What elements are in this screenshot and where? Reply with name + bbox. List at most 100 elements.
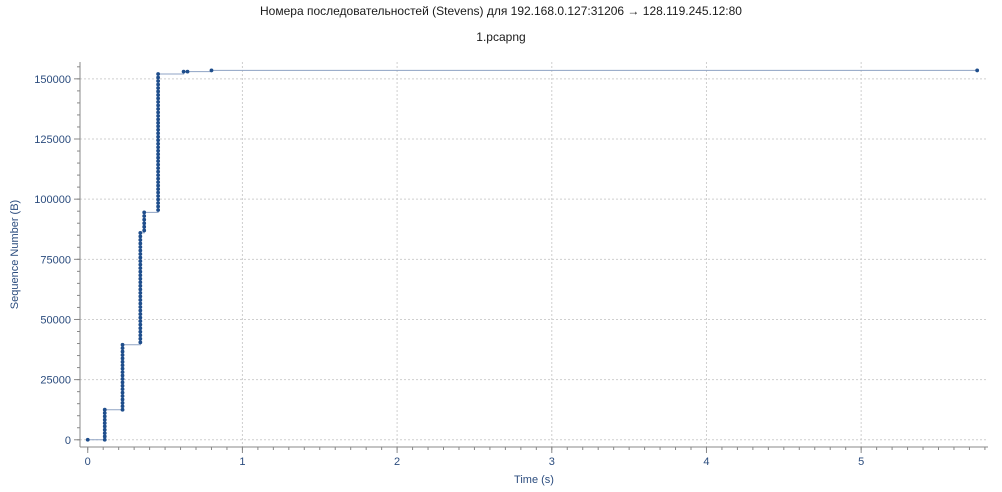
data-point: [156, 120, 161, 125]
chart-title: Номера последовательностей (Stevens) для…: [260, 4, 742, 18]
data-point: [138, 255, 143, 260]
data-point: [120, 353, 125, 357]
step-line-layer: [87, 69, 978, 441]
data-point: [102, 411, 107, 415]
data-point: [156, 72, 161, 76]
data-point: [120, 400, 125, 405]
data-point: [120, 342, 125, 347]
data-point: [138, 301, 143, 306]
y-tick-label: 125000: [34, 134, 71, 146]
x-tick-label: 2: [394, 456, 400, 468]
data-point: [156, 141, 161, 146]
data-points-layer: [85, 68, 980, 442]
data-point: [102, 421, 107, 425]
data-point: [120, 394, 125, 398]
data-point: [156, 148, 161, 153]
chart-subtitle: 1.pcapng: [476, 30, 526, 44]
data-point: [156, 162, 161, 167]
data-point: [156, 106, 161, 111]
data-point: [138, 248, 143, 253]
data-point: [138, 290, 143, 295]
x-tick-label: 0: [85, 456, 91, 468]
data-point: [142, 217, 147, 222]
data-point: [156, 155, 161, 160]
data-point: [156, 208, 161, 212]
x-tick-label: 4: [703, 456, 709, 468]
data-point: [156, 93, 161, 97]
data-point: [156, 183, 161, 188]
data-point: [138, 266, 143, 271]
data-point: [85, 437, 90, 442]
data-point: [120, 407, 125, 412]
x-axis-label: Time (s): [514, 474, 554, 486]
data-point: [181, 69, 186, 74]
data-point: [156, 110, 161, 115]
data-point: [120, 380, 125, 385]
data-point: [156, 180, 161, 184]
data-point: [120, 404, 125, 409]
data-point: [120, 373, 125, 378]
data-point: [138, 238, 143, 242]
data-point: [156, 96, 161, 101]
data-point: [138, 259, 143, 263]
data-point: [138, 269, 143, 274]
data-point: [138, 294, 143, 299]
data-point: [185, 69, 190, 74]
data-point: [156, 166, 161, 171]
data-point: [142, 228, 147, 233]
data-point: [102, 417, 107, 422]
data-point: [102, 424, 107, 429]
data-point: [156, 190, 161, 195]
data-point: [102, 427, 107, 432]
data-point: [156, 89, 161, 94]
data-point: [156, 197, 161, 202]
data-point: [102, 431, 107, 435]
data-point: [142, 221, 147, 226]
data-point: [120, 356, 125, 361]
step-series-line: [87, 69, 978, 441]
data-point: [138, 336, 143, 341]
x-tick-label: 5: [858, 456, 864, 468]
y-tick-label: 25000: [40, 375, 71, 387]
data-point: [138, 329, 143, 334]
data-point: [120, 377, 125, 381]
data-point: [138, 312, 143, 316]
data-point: [156, 79, 161, 83]
data-point: [142, 214, 147, 218]
data-point: [156, 138, 161, 143]
data-point: [120, 390, 125, 395]
data-point: [138, 322, 143, 327]
data-point: [156, 152, 161, 157]
data-point: [156, 145, 161, 150]
data-point: [156, 82, 161, 87]
data-point: [120, 346, 125, 351]
data-point: [975, 68, 980, 73]
data-point: [138, 319, 143, 324]
data-point: [120, 387, 125, 392]
axis-layer: 0 1 2 3 4 5 0 25000 50000 75000 100000 125000 150000: [34, 62, 988, 468]
data-point: [156, 117, 161, 122]
data-point: [102, 437, 107, 442]
data-point: [120, 359, 125, 364]
data-point: [156, 86, 161, 90]
y-tick-label: 0: [65, 435, 71, 447]
data-point: [156, 113, 161, 118]
data-point: [138, 245, 143, 249]
data-point: [138, 252, 143, 256]
data-point: [138, 326, 143, 331]
data-point: [102, 434, 107, 439]
data-point: [138, 315, 143, 320]
data-point: [138, 280, 143, 285]
y-axis-label: Sequence Number (B): [9, 200, 21, 309]
data-point: [102, 414, 107, 419]
data-point: [138, 273, 143, 278]
data-point: [156, 75, 161, 80]
data-point: [138, 308, 143, 313]
data-point: [138, 241, 143, 246]
data-point: [156, 124, 161, 129]
data-point: [142, 224, 147, 229]
x-tick-label: 3: [549, 456, 555, 468]
data-point: [138, 234, 143, 239]
data-point: [138, 298, 143, 302]
